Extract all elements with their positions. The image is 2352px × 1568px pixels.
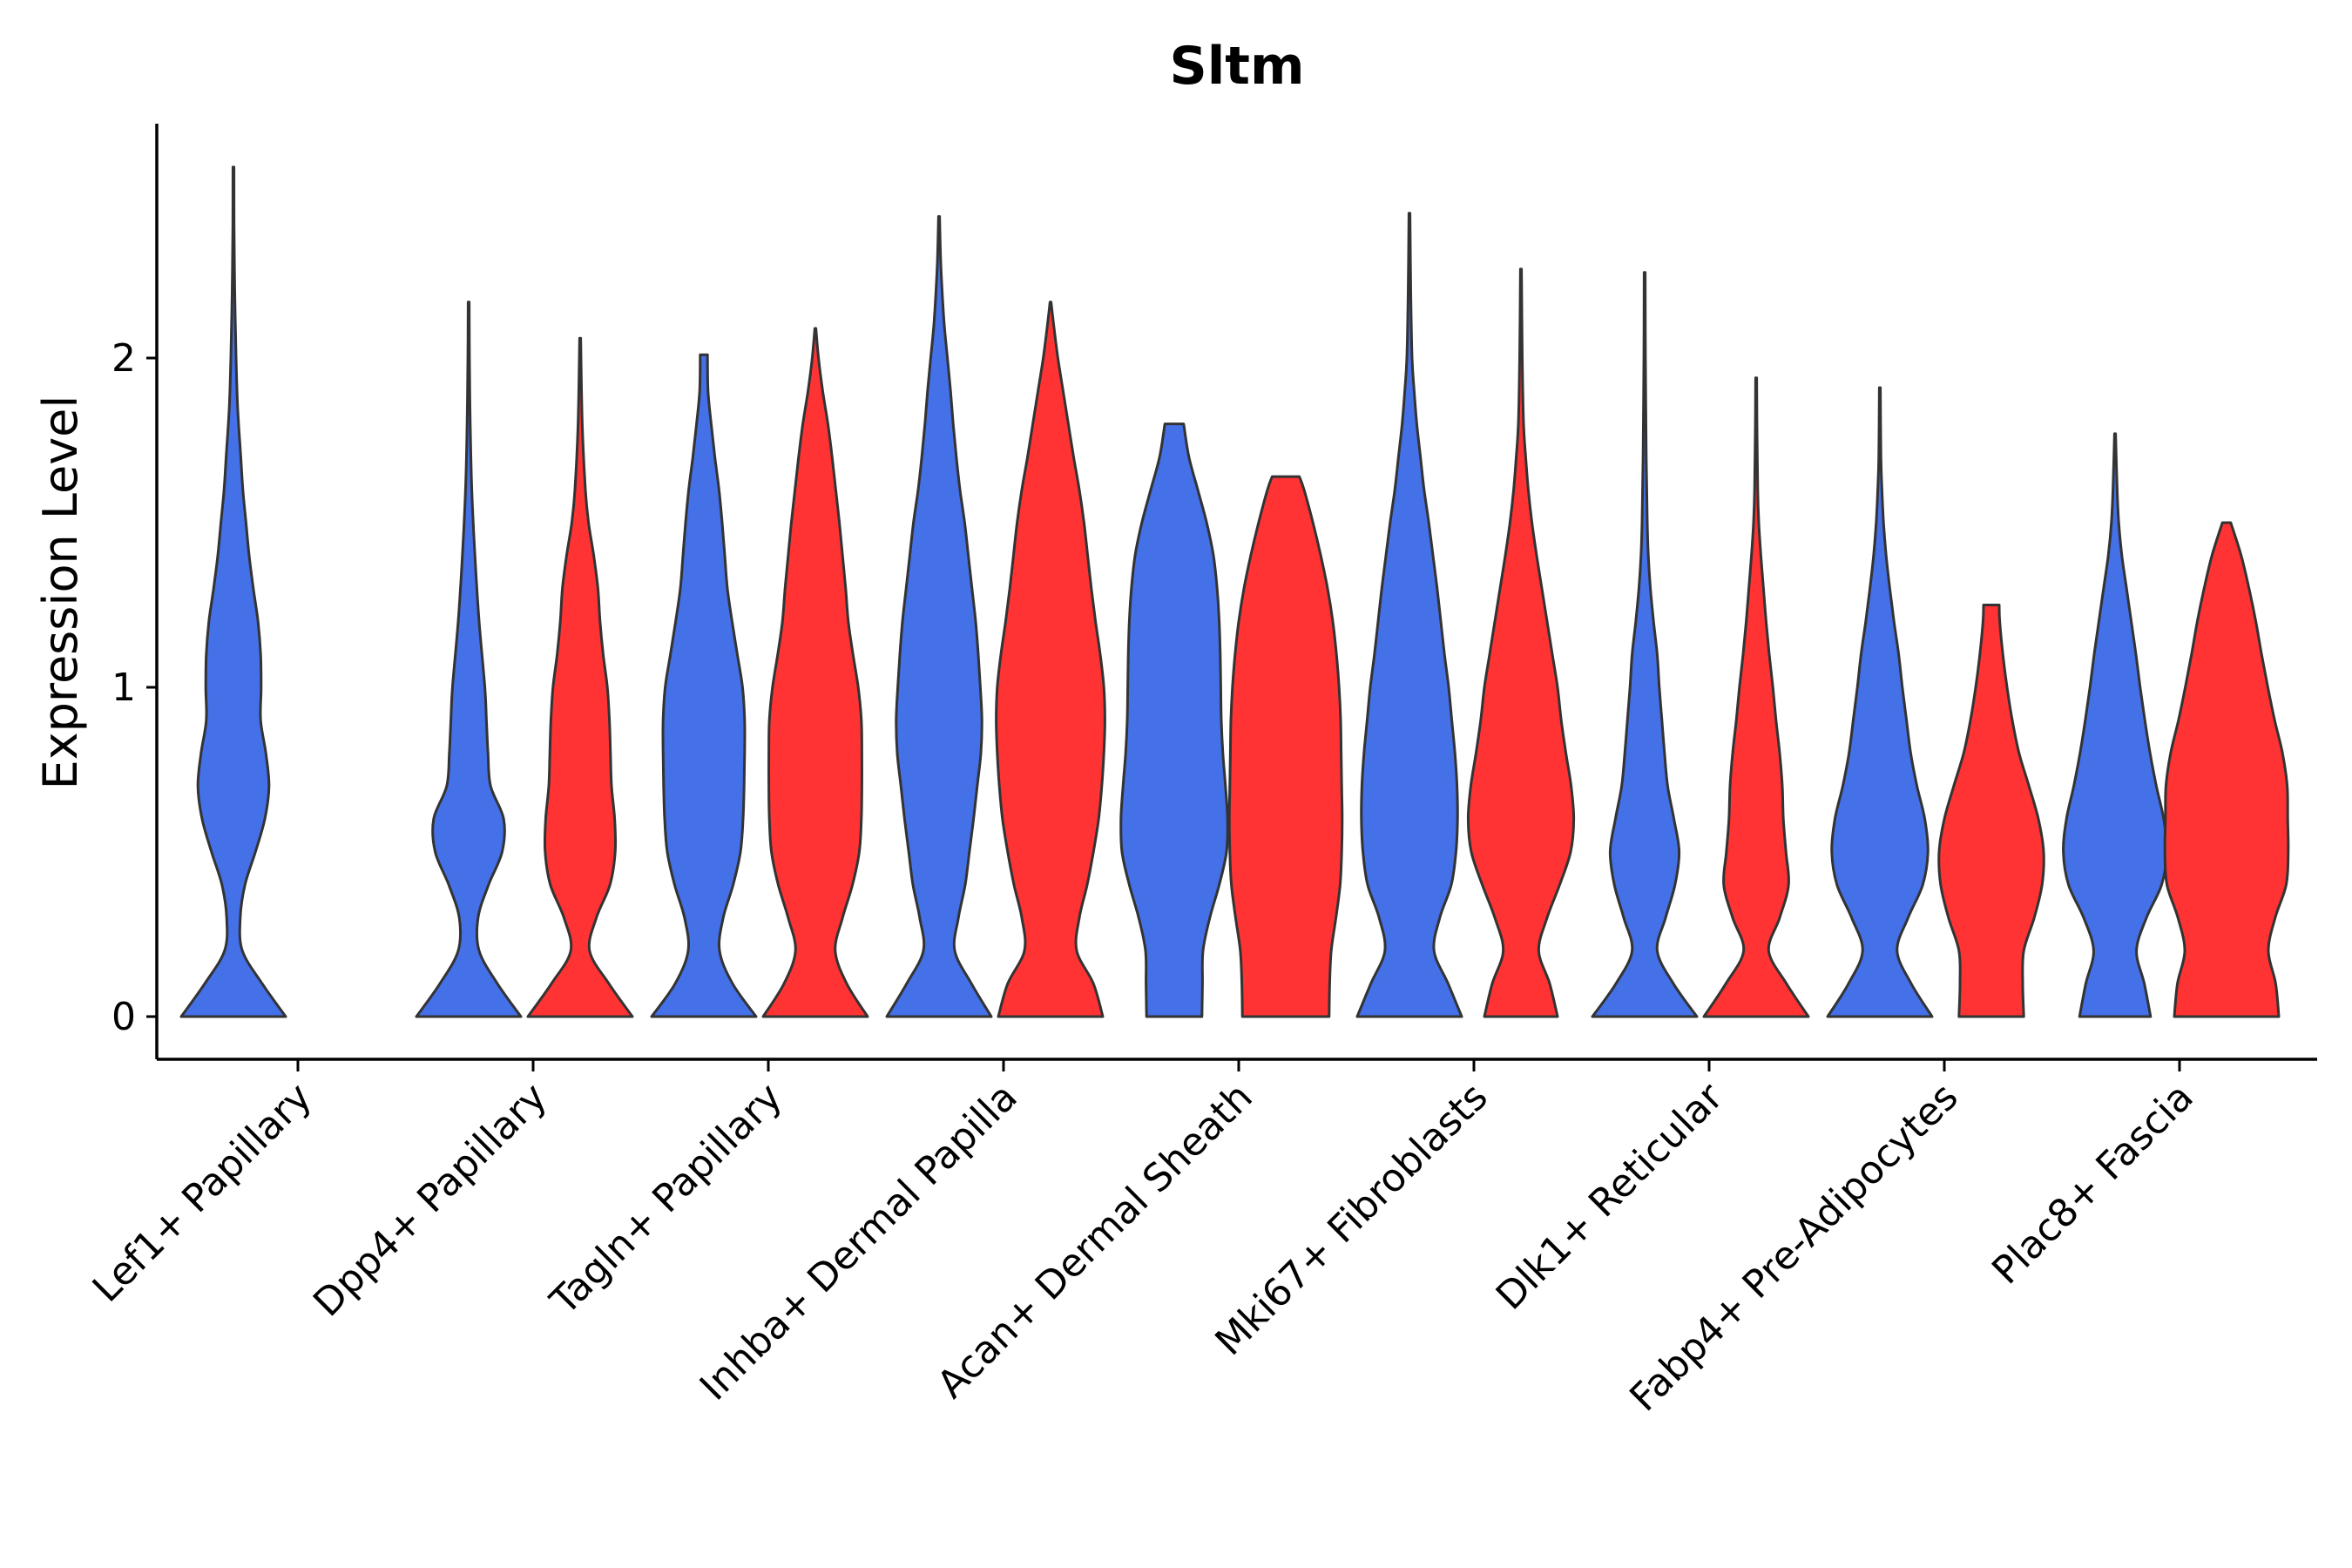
x-tick-label: Mki67+ Fibroblasts: [1206, 1075, 1496, 1364]
x-tick-label: Tagln+ Papillary: [542, 1075, 791, 1324]
violin-group_b-inhba-dermal-papilla: [995, 301, 1106, 1018]
x-tick-label: Dlk1+ Reticular: [1488, 1074, 1733, 1319]
chart-title: Sltm: [1170, 36, 1305, 97]
violin-group_a-dlk1-reticular: [1591, 271, 1699, 1018]
x-tick-label: Lef1+ Papillary: [84, 1075, 321, 1311]
violin-group_a-tagln-papillary: [650, 353, 758, 1018]
violin-group_a-lef1-papillary: [179, 166, 287, 1018]
x-tick-label: Dpp4+ Papillary: [305, 1075, 556, 1326]
violin-group_a-plac8-fascia: [2062, 432, 2168, 1018]
violin-group_a-inhba-dermal-papilla: [885, 215, 993, 1018]
violin-group_b-tagln-papillary: [761, 327, 869, 1018]
y-tick-label: 0: [112, 995, 136, 1039]
y-tick-label: 1: [112, 666, 136, 710]
violin-group_a-mki67-fibroblasts: [1355, 212, 1463, 1018]
violin-group_a-dpp4-papillary: [415, 301, 523, 1018]
violin-group_a-fabp4-pre-adipocytes: [1826, 386, 1934, 1018]
y-axis-ticks: 0 1 2: [112, 336, 157, 1039]
violin-group_b-dpp4-papillary: [526, 336, 634, 1018]
x-tick-label: Plac8+ Fascia: [1984, 1075, 2202, 1294]
y-axis-label: Expression Level: [33, 395, 88, 790]
violin-group_b-dlk1-reticular: [1702, 376, 1810, 1018]
violin-group_b-fabp4-pre-adipocytes: [1937, 604, 2045, 1018]
violin-group_b-acan-dermal-sheath: [1227, 475, 1344, 1018]
violin-group_b-mki67-fibroblasts: [1466, 267, 1576, 1018]
y-tick-label: 2: [112, 336, 136, 381]
violin-group_a-acan-dermal-sheath: [1119, 422, 1229, 1018]
violin-group_b-plac8-fascia: [2163, 521, 2290, 1018]
violin-group: [179, 166, 2290, 1018]
